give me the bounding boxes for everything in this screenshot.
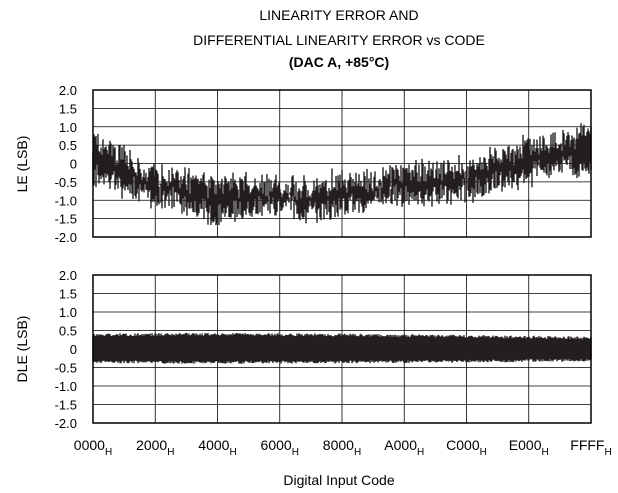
x-tick-label: 4000H (198, 437, 236, 458)
x-tick-labels: 0000H 2000H 4000H 6000H 8000H A000H C000H E000H… (74, 437, 612, 458)
dle-y-tick-labels: 2.0 1.5 1.0 0.5 0 -0.5 -1.0 -1.5 -2.0 (55, 268, 77, 431)
x-tick-label: E000H (509, 437, 549, 458)
dle-y-tick-label: -1.0 (55, 379, 77, 394)
le-panel: 2.0 1.5 1.0 0.5 0 -0.5 -1.0 -1.5 -2.0 LE (LSB) (14, 83, 592, 245)
le-y-tick-label: 1.0 (59, 120, 77, 135)
dle-panel: 2.01.51.00.50-0.5-1.0-1.5-2.0 DLE (LSB) … (14, 268, 612, 488)
dle-y-tick-label: -0.5 (55, 361, 77, 376)
dle-y-tick-label: 0 (70, 342, 77, 357)
x-tick-label: 6000H (261, 437, 299, 458)
le-y-tick-label: 0.5 (59, 138, 77, 153)
dle-plot-frame (92, 274, 592, 424)
x-axis-label: Digital Input Code (283, 472, 395, 488)
chart-subtitle: (DAC A, +85°C) (289, 54, 389, 70)
dle-data-band (92, 332, 592, 364)
dle-y-tick-label: -1.5 (55, 398, 77, 413)
le-y-tick-label: 0 (70, 157, 77, 172)
le-y-tick-labels: 2.0 1.5 1.0 0.5 0 -0.5 -1.0 -1.5 -2.0 (55, 83, 77, 245)
chart-title-line1: LINEARITY ERROR AND (259, 7, 418, 23)
le-y-tick-label: 2.0 (59, 83, 77, 98)
dle-y-tick-label: 1.0 (59, 305, 77, 320)
le-y-tick-label: -2.0 (55, 230, 77, 245)
x-tick-label: C000H (446, 437, 487, 458)
chart-title-line2: DIFFERENTIAL LINEARITY ERROR vs CODE (193, 32, 485, 48)
dle-y-tick-label: 1.5 (59, 287, 77, 302)
x-tick-label: A000H (384, 437, 424, 458)
le-y-tick-label: 1.5 (59, 101, 77, 116)
dle-y-axis-label: DLE (LSB) (14, 316, 30, 383)
dle-y-tick-label: -2.0 (55, 416, 77, 431)
x-tick-label: 8000H (323, 437, 361, 458)
x-tick-label: FFFFH (570, 437, 611, 458)
le-y-tick-label: -0.5 (55, 175, 77, 190)
le-data-band (92, 123, 592, 226)
x-tick-label: 0000H (74, 437, 112, 458)
le-plot-frame (92, 89, 592, 238)
dle-y-tick-label: 0.5 (59, 324, 77, 339)
dle-y-tick-label: 2.0 (59, 268, 77, 283)
le-y-axis-label: LE (LSB) (14, 136, 30, 193)
le-y-tick-label: -1.5 (55, 212, 77, 227)
le-y-tick-label: -1.0 (55, 193, 77, 208)
x-tick-label: 2000H (136, 437, 174, 458)
